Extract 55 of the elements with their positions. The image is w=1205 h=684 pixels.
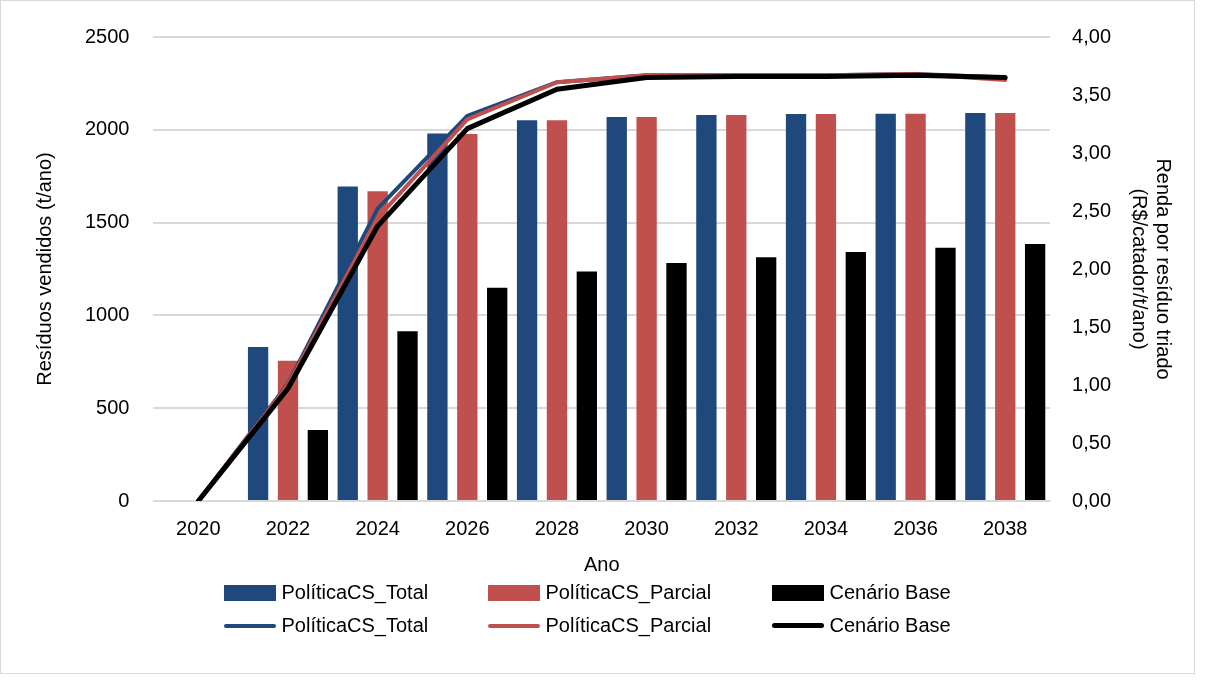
y-axis-title: Resíduos vendidos (t/ano) xyxy=(32,152,55,386)
x-tick-label: 2028 xyxy=(534,516,580,539)
y2-axis-title: Renda por resíduo triado (R$/catador/t/ano) xyxy=(1129,158,1176,380)
x-axis-title: Ano xyxy=(583,552,620,575)
bar xyxy=(995,112,1016,500)
bar xyxy=(726,114,747,500)
y2-tick-label: 1,50 xyxy=(1072,314,1112,337)
x-tick-label: 2030 xyxy=(624,516,669,539)
bar xyxy=(576,271,597,500)
bar xyxy=(516,120,538,500)
legend-label: Cenário Base xyxy=(829,581,951,604)
bar xyxy=(905,113,926,500)
y2-tick-label: 0,00 xyxy=(1072,488,1112,511)
y2-tick-label: 3,00 xyxy=(1072,140,1112,163)
bar xyxy=(1024,243,1046,500)
bar xyxy=(875,113,896,500)
y2-tick-label: 4,00 xyxy=(1072,24,1112,47)
bar xyxy=(487,287,508,500)
legend-label: PolíticaCS_Total xyxy=(281,581,429,604)
bar xyxy=(965,112,986,500)
legend-label: PolíticaCS_Total xyxy=(281,614,429,637)
x-tick-label: 2020 xyxy=(176,516,221,539)
bar xyxy=(307,430,329,500)
bar xyxy=(756,257,777,500)
y2-tick-label: 2,00 xyxy=(1072,256,1112,279)
y-tick-label: 500 xyxy=(96,395,130,418)
y-tick-label: 2000 xyxy=(84,117,130,140)
x-tick-label: 2022 xyxy=(265,516,311,539)
y-tick-label: 1000 xyxy=(84,302,130,325)
y2-tick-label: 3,50 xyxy=(1072,82,1112,105)
y-tick-label: 2500 xyxy=(84,24,130,47)
legend-label: PolíticaCS_Parcial xyxy=(545,614,712,637)
bar xyxy=(785,114,807,500)
x-tick-label: 2036 xyxy=(893,516,938,539)
bar xyxy=(546,120,568,500)
y-tick-label: 0 xyxy=(118,488,130,511)
x-tick-label: 2032 xyxy=(714,516,759,539)
y-tick-label: 1500 xyxy=(84,210,130,233)
x-tick-label: 2024 xyxy=(355,516,400,539)
y2-tick-label: 1,00 xyxy=(1072,372,1112,395)
x-tick-label: 2026 xyxy=(445,516,490,539)
bar xyxy=(606,116,627,500)
x-tick-label: 2034 xyxy=(803,516,849,539)
y2-tick-label: 2,50 xyxy=(1072,198,1112,221)
bar xyxy=(845,252,866,500)
bar xyxy=(397,331,418,500)
legend-label: PolíticaCS_Parcial xyxy=(545,581,712,604)
bar xyxy=(636,116,657,500)
bar xyxy=(815,114,837,500)
bar xyxy=(666,262,687,500)
legend-label: Cenário Base xyxy=(829,614,951,637)
bar xyxy=(935,247,956,500)
bar xyxy=(696,114,717,500)
y2-tick-label: 0,50 xyxy=(1072,430,1112,453)
x-tick-label: 2038 xyxy=(983,516,1028,539)
